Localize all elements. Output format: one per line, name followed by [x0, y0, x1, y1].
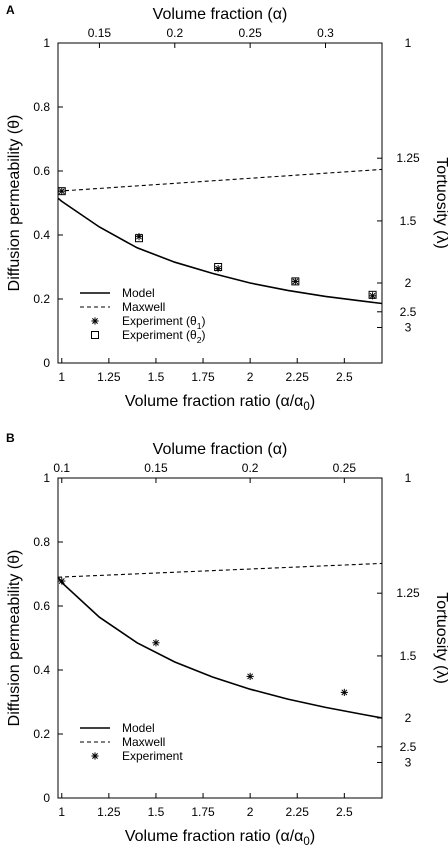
legend-swatch-square	[91, 331, 99, 339]
legend-label: Experiment (θ2)	[122, 328, 206, 345]
experiment-square-point	[135, 234, 143, 243]
experiment-point	[135, 233, 143, 241]
right-axis-title: Tortuosity (λ)	[433, 592, 448, 684]
x-tick-label: 1.25	[97, 370, 121, 384]
x-tick-label: 1.75	[191, 805, 215, 819]
y-tick-label: 0	[43, 791, 50, 805]
top-axis-title: Volume fraction (α)	[153, 441, 288, 458]
experiment-point	[58, 577, 66, 585]
top-tick-label: 0.15	[144, 461, 168, 475]
legend-label: Maxwell	[122, 300, 165, 314]
right-tick-label: 2	[405, 711, 412, 725]
experiment-point	[291, 277, 299, 285]
legend-label: Model	[122, 286, 155, 300]
experiment-point	[58, 187, 66, 195]
legend-label: Experiment (θ1)	[122, 314, 206, 331]
panel-label: B	[6, 431, 15, 445]
y-tick-label: 0.2	[33, 292, 50, 306]
y-axis-title: Diffusion permeability (θ)	[6, 550, 23, 727]
right-tick-label: 1	[405, 471, 412, 485]
x-tick-label: 2	[247, 805, 254, 819]
right-tick-label: 1.25	[396, 151, 420, 165]
experiment-point	[152, 639, 160, 647]
right-axis-title: Tortuosity (λ)	[433, 157, 448, 249]
y-tick-label: 1	[43, 36, 50, 50]
experiment-square-point	[214, 263, 223, 271]
right-tick-label: 1.5	[400, 649, 417, 663]
y-axis-title: Diffusion permeability (θ)	[6, 115, 23, 292]
x-tick-label: 1.75	[191, 370, 215, 384]
y-tick-label: 0.8	[33, 100, 50, 114]
top-tick-label: 0.2	[166, 26, 183, 40]
x-tick-label: 2.25	[286, 805, 310, 819]
x-tick-label: 2.5	[336, 805, 353, 819]
experiment-square-point	[291, 277, 300, 286]
x-tick-label: 2.5	[336, 370, 353, 384]
right-tick-label: 3	[405, 755, 412, 769]
y-tick-label: 0.8	[33, 535, 50, 549]
y-tick-label: 0.4	[33, 228, 50, 242]
x-axis-title: Volume fraction ratio (α/α0)	[125, 828, 315, 845]
x-tick-label: 1.5	[148, 805, 165, 819]
legend-label: Model	[122, 721, 155, 735]
x-tick-label: 2.25	[286, 370, 310, 384]
y-tick-label: 1	[43, 471, 50, 485]
top-tick-label: 0.1	[53, 461, 70, 475]
y-tick-label: 0.6	[33, 164, 50, 178]
top-tick-label: 0.25	[238, 26, 262, 40]
right-tick-label: 3	[405, 320, 412, 334]
y-tick-label: 0.4	[33, 663, 50, 677]
legend-swatch-star	[91, 317, 99, 325]
experiment-point	[214, 265, 222, 273]
series-maxwell-line	[57, 168, 383, 192]
series-model-line	[57, 197, 383, 305]
y-tick-label: 0.6	[33, 599, 50, 613]
series-maxwell-line	[57, 562, 383, 578]
x-tick-label: 1	[58, 370, 65, 384]
legend-label: Experiment	[122, 749, 183, 763]
x-axis-title: Volume fraction ratio (α/α0)	[125, 393, 315, 413]
top-tick-label: 0.15	[88, 26, 112, 40]
top-tick-label: 0.3	[317, 26, 334, 40]
experiment-square-point	[368, 290, 377, 299]
x-tick-label: 1.25	[97, 805, 121, 819]
y-tick-label: 0	[43, 356, 50, 370]
experiment-point	[340, 688, 348, 696]
plot-frame	[57, 477, 383, 799]
x-tick-label: 1	[58, 805, 65, 819]
top-tick-label: 0.2	[242, 461, 259, 475]
top-axis-title: Volume fraction (α)	[153, 6, 288, 23]
right-tick-label: 1.5	[400, 214, 417, 228]
legend-swatch-star	[91, 752, 99, 760]
right-tick-label: 2	[405, 276, 412, 290]
x-tick-label: 1.5	[148, 370, 165, 384]
experiment-point	[246, 672, 254, 680]
panel-label: A	[6, 3, 15, 17]
series-model-line	[57, 576, 383, 719]
y-tick-label: 0.2	[33, 727, 50, 741]
right-tick-label: 2.5	[400, 305, 417, 319]
legend-label: Maxwell	[122, 735, 165, 749]
right-tick-label: 1.25	[396, 586, 420, 600]
plot-frame	[57, 42, 383, 364]
top-tick-label: 0.25	[333, 461, 357, 475]
right-tick-label: 2.5	[400, 740, 417, 754]
right-tick-label: 1	[405, 36, 412, 50]
x-tick-label: 2	[247, 370, 254, 384]
experiment-square-point	[57, 187, 66, 196]
